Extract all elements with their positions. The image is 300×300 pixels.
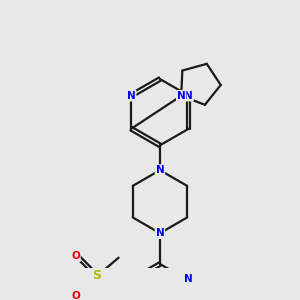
Text: N: N [184, 274, 192, 284]
Text: N: N [156, 228, 164, 238]
Text: S: S [93, 269, 102, 282]
Text: N: N [156, 165, 164, 175]
Text: N: N [184, 91, 193, 100]
Text: O: O [71, 251, 80, 261]
Text: N: N [177, 91, 186, 101]
Text: N: N [127, 91, 136, 100]
Text: O: O [71, 291, 80, 300]
